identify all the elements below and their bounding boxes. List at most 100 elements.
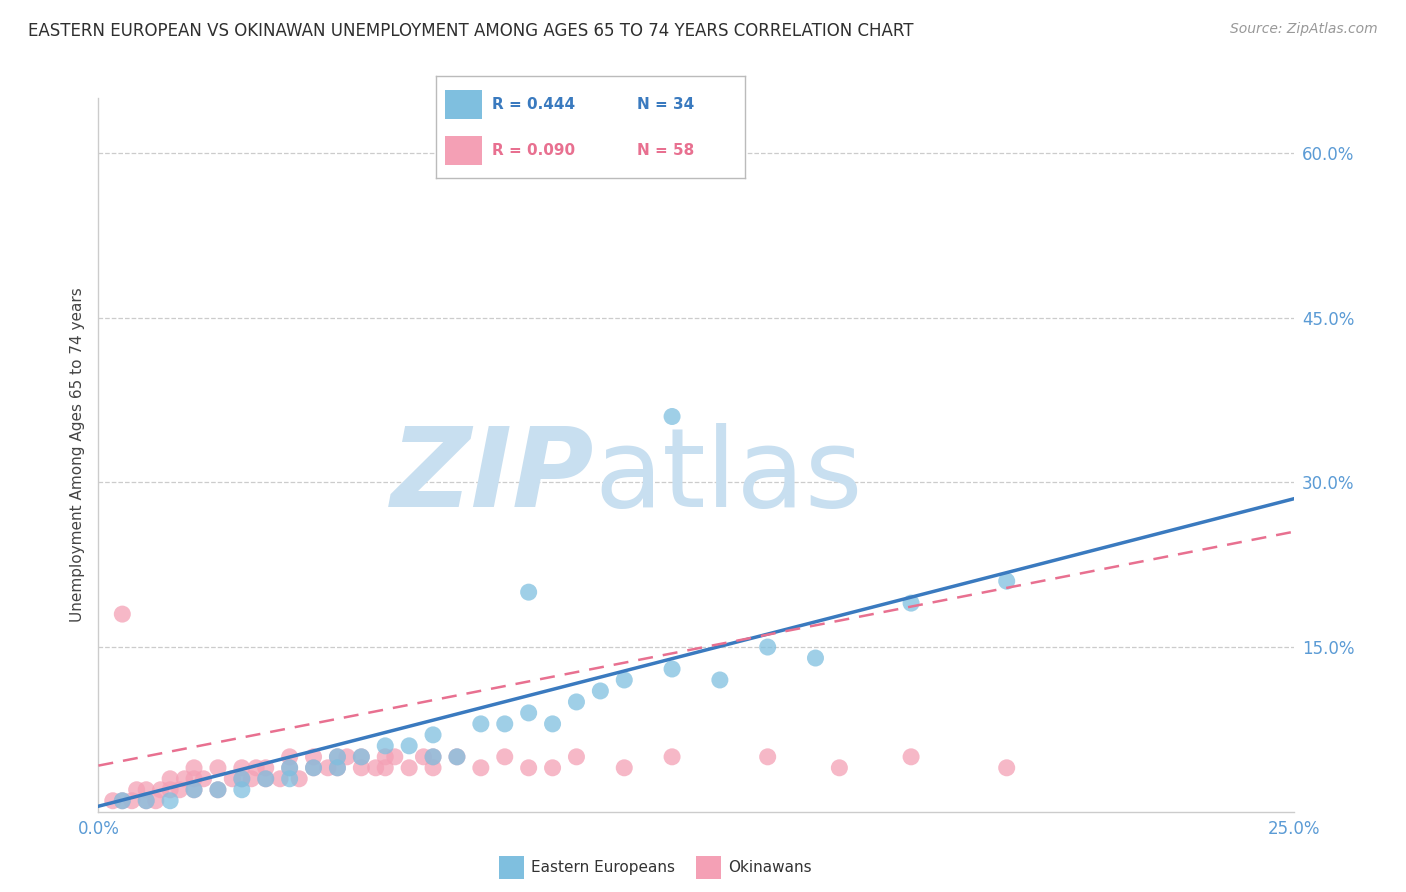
Text: N = 58: N = 58 xyxy=(637,144,695,158)
Point xyxy=(231,772,253,786)
Point xyxy=(101,794,124,808)
Point xyxy=(183,761,205,775)
Point xyxy=(613,673,636,687)
Point xyxy=(302,761,325,775)
Point xyxy=(756,640,779,654)
Point xyxy=(173,772,195,786)
Text: N = 34: N = 34 xyxy=(637,97,695,112)
Point xyxy=(398,739,420,753)
Point xyxy=(183,772,205,786)
Point xyxy=(254,761,277,775)
Point xyxy=(278,749,301,764)
Point xyxy=(111,794,134,808)
Point xyxy=(422,728,444,742)
Point xyxy=(159,794,181,808)
Point xyxy=(278,761,301,775)
Point xyxy=(254,772,277,786)
Point xyxy=(470,717,492,731)
Point xyxy=(422,749,444,764)
Point xyxy=(135,794,157,808)
Text: Eastern Europeans: Eastern Europeans xyxy=(531,860,675,874)
Point xyxy=(111,607,134,621)
Point xyxy=(374,739,396,753)
Point xyxy=(269,772,291,786)
Point xyxy=(541,717,564,731)
Point xyxy=(350,749,373,764)
Point xyxy=(374,761,396,775)
Point xyxy=(494,749,516,764)
Text: ZIP: ZIP xyxy=(391,423,595,530)
Point xyxy=(245,761,267,775)
Point xyxy=(135,782,157,797)
Point xyxy=(145,794,167,808)
Point xyxy=(207,761,229,775)
Point xyxy=(302,761,325,775)
Point xyxy=(159,772,181,786)
Point xyxy=(541,761,564,775)
Bar xyxy=(446,90,482,119)
Point xyxy=(149,782,172,797)
Point xyxy=(412,749,434,764)
Point xyxy=(995,761,1018,775)
Point xyxy=(995,574,1018,589)
Point xyxy=(517,761,540,775)
Point xyxy=(159,782,181,797)
Point xyxy=(446,749,468,764)
Text: Okinawans: Okinawans xyxy=(728,860,811,874)
Point xyxy=(183,782,205,797)
Point xyxy=(709,673,731,687)
Point xyxy=(336,749,359,764)
Point xyxy=(183,782,205,797)
Text: R = 0.444: R = 0.444 xyxy=(492,97,575,112)
Point xyxy=(661,662,683,676)
Point xyxy=(193,772,215,786)
Text: R = 0.090: R = 0.090 xyxy=(492,144,575,158)
Point xyxy=(207,782,229,797)
Point xyxy=(828,761,851,775)
Point xyxy=(661,409,683,424)
Point xyxy=(240,772,263,786)
Point xyxy=(111,794,134,808)
Point xyxy=(422,749,444,764)
Point xyxy=(278,772,301,786)
Point xyxy=(326,761,349,775)
Point xyxy=(900,749,922,764)
Point xyxy=(565,749,588,764)
Point xyxy=(125,782,148,797)
Point xyxy=(613,761,636,775)
Point xyxy=(350,761,373,775)
Point xyxy=(494,717,516,731)
Point xyxy=(231,782,253,797)
Point xyxy=(316,761,339,775)
Point xyxy=(135,794,157,808)
Point xyxy=(565,695,588,709)
Point xyxy=(804,651,827,665)
Point xyxy=(326,749,349,764)
Point xyxy=(350,749,373,764)
Point xyxy=(756,749,779,764)
Point xyxy=(231,772,253,786)
Point xyxy=(278,761,301,775)
Point xyxy=(169,782,191,797)
Point xyxy=(254,772,277,786)
Point xyxy=(121,794,143,808)
Point xyxy=(374,749,396,764)
Point xyxy=(364,761,387,775)
Point xyxy=(589,684,612,698)
Point xyxy=(517,706,540,720)
Point xyxy=(302,749,325,764)
Bar xyxy=(446,136,482,165)
Text: atlas: atlas xyxy=(595,423,863,530)
Point xyxy=(900,596,922,610)
Point xyxy=(661,749,683,764)
Point xyxy=(231,761,253,775)
Point xyxy=(422,761,444,775)
Point xyxy=(446,749,468,764)
Point xyxy=(398,761,420,775)
Point xyxy=(517,585,540,599)
Point xyxy=(470,761,492,775)
Text: EASTERN EUROPEAN VS OKINAWAN UNEMPLOYMENT AMONG AGES 65 TO 74 YEARS CORRELATION : EASTERN EUROPEAN VS OKINAWAN UNEMPLOYMEN… xyxy=(28,22,914,40)
Y-axis label: Unemployment Among Ages 65 to 74 years: Unemployment Among Ages 65 to 74 years xyxy=(69,287,84,623)
Point xyxy=(384,749,406,764)
Point xyxy=(326,761,349,775)
